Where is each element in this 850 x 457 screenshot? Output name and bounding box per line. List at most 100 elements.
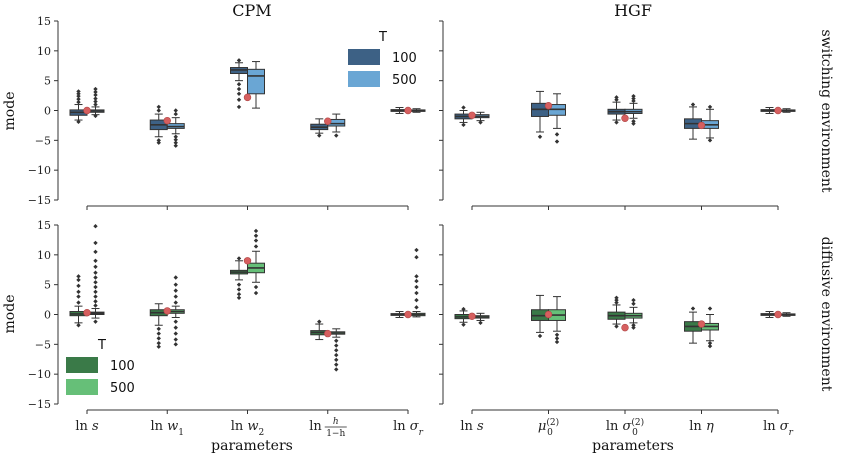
outlier-point (173, 294, 178, 299)
box-group-ln-w2 (230, 228, 265, 300)
outlier-point (76, 91, 81, 96)
outlier-point (93, 264, 98, 269)
outlier-point (236, 104, 242, 110)
outlier-point (631, 96, 636, 101)
outlier-point (461, 122, 466, 128)
outlier-point (631, 325, 636, 330)
outlier-point (173, 331, 178, 336)
outlier-point (236, 82, 242, 87)
outlier-point (461, 306, 466, 312)
box-group-ln-s (69, 86, 105, 125)
y-axis-label-top: mode (2, 92, 18, 131)
panels-layer: −15 −10 −5 0 5 10 15 −15 −10 −5 0 5 10 15 ln s ln w1 ln … (28, 15, 796, 439)
outlier-point (478, 320, 483, 326)
y-tick-label: −15 (28, 194, 51, 207)
outlier-point (614, 297, 619, 303)
y-tick-label: −5 (35, 134, 51, 147)
box-T500 (247, 68, 265, 95)
outlier-point (156, 140, 161, 145)
outlier-point (93, 258, 98, 263)
true-value-marker (621, 323, 629, 332)
true-value-marker (468, 312, 476, 320)
true-value-marker (774, 310, 782, 319)
outlier-point (93, 280, 98, 285)
y-tick-label: 0 (44, 105, 51, 118)
outlier-point (173, 137, 178, 142)
outlier-point (173, 325, 178, 330)
outlier-point (461, 105, 466, 110)
y-tick-label: 15 (37, 219, 51, 232)
row-label-switching: switching environment (818, 29, 834, 192)
box-group-ln-0-2 (607, 295, 643, 332)
outlier-point (554, 339, 560, 345)
outlier-point (236, 86, 242, 92)
outlier-point (707, 104, 713, 110)
true-value-marker (404, 106, 412, 115)
outlier-point (614, 300, 619, 305)
outlier-point (707, 343, 713, 349)
panel-switching-environment-hgf (439, 20, 796, 210)
outlier-point (414, 278, 419, 284)
outlier-point (173, 275, 178, 280)
outlier-point (236, 282, 242, 287)
outlier-point (236, 58, 242, 63)
outlier-point (253, 228, 259, 234)
outlier-point (414, 297, 419, 303)
true-value-marker (544, 310, 553, 319)
legend-swatch-500 (348, 71, 380, 87)
box-group-ln-w1 (149, 104, 185, 148)
outlier-point (93, 92, 98, 98)
outlier-point (173, 342, 178, 347)
outlier-point (173, 140, 178, 145)
panel-diffusive-environment-cpm: −15 −10 −5 0 5 10 15 ln s ln w1 ln w2 ln h 1−h ln σr (28, 219, 426, 439)
box-group-ln-0-2 (607, 93, 643, 126)
x-tick-label: ln w1 (150, 419, 184, 438)
outlier-point (76, 294, 81, 299)
outlier-point (554, 336, 560, 341)
box-group-ln-w2 (230, 58, 265, 110)
outlier-point (236, 97, 242, 102)
box-group-ln-r (760, 106, 796, 115)
x-tick-label: ln h 1−h (309, 417, 347, 439)
outlier-point (173, 288, 178, 293)
outlier-point (93, 270, 98, 275)
legend-label-100: 100 (392, 51, 417, 66)
true-value-marker (163, 116, 171, 125)
outlier-point (76, 277, 81, 283)
outlier-point (334, 338, 339, 343)
outlier-point (173, 134, 178, 139)
x-tick-label: μ(2) 0 (538, 417, 559, 438)
outlier-point (414, 284, 419, 290)
true-value-marker (697, 121, 706, 130)
true-value-marker (468, 111, 476, 119)
legend-label-500: 500 (392, 73, 417, 88)
outlier-point (631, 98, 636, 104)
outlier-point (414, 290, 419, 296)
true-value-marker (544, 102, 553, 110)
outlier-point (173, 111, 178, 117)
y-tick-label: 10 (37, 45, 51, 58)
true-value-marker (83, 309, 91, 317)
x-axis-label-cpm: parameters (211, 438, 293, 454)
outlier-point (334, 367, 339, 372)
outlier-point (76, 99, 81, 105)
outlier-point (93, 102, 98, 107)
outlier-point (76, 300, 81, 305)
outlier-point (631, 93, 636, 99)
outlier-point (93, 275, 98, 280)
outlier-point (478, 120, 483, 125)
legend-title: T (97, 338, 106, 353)
outlier-point (173, 143, 178, 148)
outlier-point (93, 223, 98, 229)
x-tick-label: ln σr (763, 419, 794, 438)
true-value-marker (243, 93, 252, 102)
outlier-point (156, 104, 161, 110)
outlier-point (93, 89, 98, 95)
true-value-marker (83, 106, 91, 115)
legend-swatch-100 (348, 49, 380, 65)
outlier-point (461, 322, 466, 327)
outlier-point (156, 340, 161, 346)
box-group-ln-r (390, 106, 426, 115)
outlier-point (173, 108, 178, 113)
